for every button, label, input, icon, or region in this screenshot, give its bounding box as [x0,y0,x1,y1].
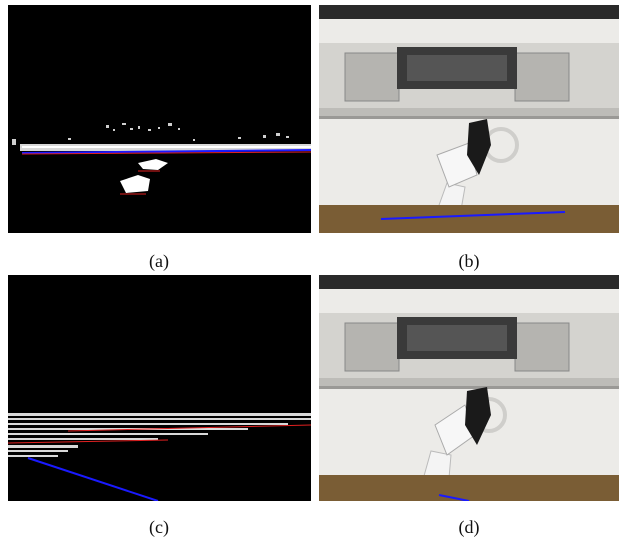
blob-2 [120,175,150,193]
point-cloud-c [8,275,311,501]
left-buttons [344,52,400,102]
point-cloud-a [8,5,311,233]
caption-b: (b) [458,251,480,271]
panel-b-rgb-view [319,5,619,233]
caption-a: (a) [149,251,169,271]
fitted-line-red [21,151,311,155]
blob-1 [138,159,168,170]
panel-c-point-cloud [8,275,311,501]
projected-line-blue [438,494,470,501]
gripper [465,387,491,445]
left-buttons [344,322,400,372]
door-handle-rail [319,108,619,116]
rgb-image-d [319,275,619,501]
caption-c: (c) [149,517,169,537]
panel-d-rgb-view [319,275,619,501]
point-rows [8,413,311,457]
caption-d: (d) [458,517,480,537]
robot-wrist [436,142,478,188]
projected-line-blue [380,211,566,220]
fitted-line-blue [21,149,311,154]
fitted-line-red [67,424,311,432]
gripper [467,119,491,175]
right-buttons [514,52,570,102]
rgb-image-b [319,5,619,233]
right-buttons [514,322,570,372]
scatter-points [12,123,289,145]
door-handle-rail [319,378,619,386]
fitted-line-blue [27,457,159,501]
panel-a-point-cloud [8,5,311,233]
